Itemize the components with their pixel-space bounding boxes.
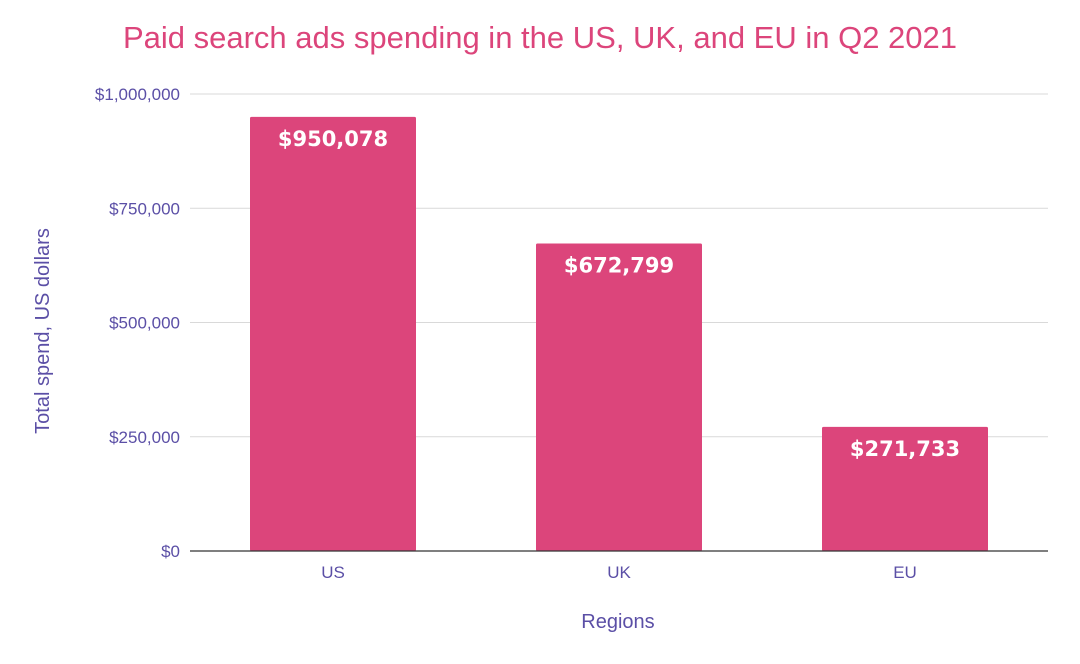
y-tick-label: $750,000 [109, 199, 180, 218]
data-label-uk: $672,799 [564, 254, 674, 278]
chart-title: Paid search ads spending in the US, UK, … [123, 20, 957, 55]
y-tick-label: $250,000 [109, 428, 180, 447]
x-tick-label: UK [607, 563, 631, 582]
y-axis-title: Total spend, US dollars [32, 228, 54, 434]
data-label-eu: $271,733 [850, 437, 960, 461]
x-axis-title: Regions [581, 611, 654, 633]
y-tick-label: $1,000,000 [95, 85, 180, 104]
data-labels: $950,078 $672,799 $271,733 [278, 127, 960, 461]
y-tick-label: $0 [161, 542, 180, 561]
bar-eu [822, 426, 988, 551]
bar-uk [536, 243, 702, 551]
data-label-us: $950,078 [278, 127, 388, 151]
x-tick-label: US [321, 563, 345, 582]
axes: $0 $250,000 $500,000 $750,000 $1,000,000 US UK… [95, 85, 1048, 582]
y-tick-label: $500,000 [109, 314, 180, 333]
x-tick-label: EU [893, 563, 917, 582]
bars [250, 116, 988, 551]
bar-us [250, 116, 416, 551]
